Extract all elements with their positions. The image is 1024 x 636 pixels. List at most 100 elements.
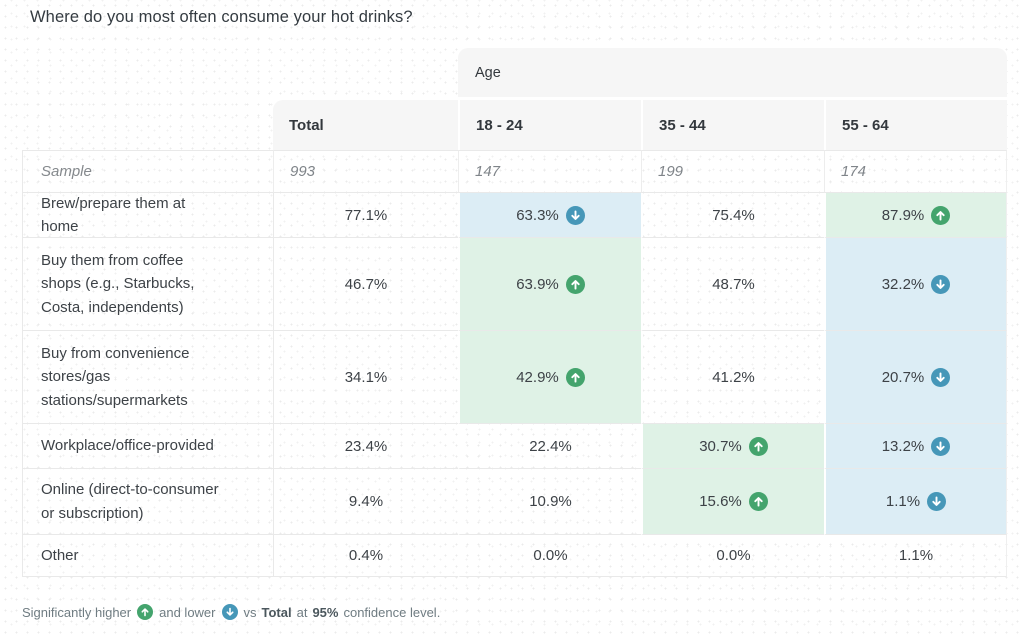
column-header-35-44: 35 - 44 <box>641 100 824 150</box>
value-text: 0.0% <box>533 547 568 564</box>
column-group-label: Age <box>475 64 501 81</box>
row-label: Buy them from coffee shops (e.g., Starbu… <box>22 238 273 331</box>
value-group: 1.1% <box>899 547 933 564</box>
value-text: 15.6% <box>699 493 742 510</box>
value-cell: 48.7% <box>641 238 824 331</box>
value-cell: 63.9% <box>458 238 641 331</box>
value-cell: 13.2% <box>824 424 1007 469</box>
value-group: 9.4% <box>349 493 383 510</box>
value-text: 23.4% <box>344 437 388 455</box>
value-cell: 1.1% <box>824 469 1007 535</box>
value-group: 46.7% <box>345 276 388 293</box>
value-group: 42.9% <box>516 367 585 387</box>
sample-value: 174 <box>824 150 1007 193</box>
value-cell: 63.3% <box>458 193 641 238</box>
value-text: 20.7% <box>881 368 925 386</box>
arrow-down-circle-icon <box>931 436 951 456</box>
arrow-up-circle-icon <box>748 492 768 511</box>
question-title: Where do you most often consume your hot… <box>30 8 413 26</box>
value-group: 22.4% <box>529 438 572 455</box>
value-group: 10.9% <box>529 493 572 510</box>
legend-text-vs: vs <box>243 604 257 620</box>
value-cell: 1.1% <box>824 535 1007 577</box>
arrow-up-circle-icon <box>565 274 585 294</box>
value-text: 77.1% <box>344 206 388 224</box>
value-cell: 9.4% <box>273 469 458 535</box>
value-cell: 15.6% <box>641 469 824 535</box>
value-text: 32.2% <box>881 275 925 293</box>
arrow-down-circle-icon <box>931 367 951 387</box>
arrow-up-circle-icon <box>931 205 951 225</box>
value-group: 48.7% <box>712 276 755 293</box>
column-header-row: Total 18 - 24 35 - 44 55 - 64 <box>22 100 1007 150</box>
value-text: 63.3% <box>516 206 559 224</box>
arrow-up-circle-icon <box>137 604 154 620</box>
sample-row: Sample 993 147 199 174 <box>22 150 1007 193</box>
value-text: 42.9% <box>516 368 559 386</box>
value-cell: 20.7% <box>824 331 1007 424</box>
value-text: 63.9% <box>516 275 559 293</box>
crosstab-table: Age Total 18 - 24 35 - 44 55 - 64 Sample 99… <box>22 48 1007 577</box>
legend-text-at: at <box>296 604 308 620</box>
value-cell: 46.7% <box>273 238 458 331</box>
value-cell: 0.0% <box>458 535 641 577</box>
value-text: 46.7% <box>344 275 388 293</box>
value-cell: 23.4% <box>273 424 458 469</box>
legend-confidence-bold: 95% <box>312 604 339 620</box>
sample-value: 147 <box>458 150 641 193</box>
value-cell: 42.9% <box>458 331 641 424</box>
value-group: 0.4% <box>349 547 383 564</box>
value-text: 22.4% <box>529 437 572 455</box>
sample-row-label: Sample <box>22 150 273 193</box>
value-text: 1.1% <box>898 547 934 564</box>
value-group: 77.1% <box>345 207 388 224</box>
value-cell: 34.1% <box>273 331 458 424</box>
legend-text-higher: Significantly higher <box>22 604 132 620</box>
column-group-header-age: Age <box>458 48 1007 97</box>
arrow-down-circle-icon <box>931 274 951 294</box>
value-cell: 0.0% <box>641 535 824 577</box>
value-cell: 87.9% <box>824 193 1007 238</box>
arrow-up-circle-icon <box>565 367 585 387</box>
value-group: 13.2% <box>881 436 951 456</box>
value-group: 63.3% <box>516 205 585 225</box>
value-text: 41.2% <box>712 368 755 386</box>
arrow-down-circle-icon <box>927 492 947 511</box>
value-text: 1.1% <box>885 493 921 510</box>
row-label: Workplace/office-provided <box>22 424 273 469</box>
sample-value: 199 <box>641 150 824 193</box>
row-label: Brew/prepare them at home <box>22 193 273 238</box>
value-group: 30.7% <box>699 436 768 456</box>
value-group: 1.1% <box>885 492 947 511</box>
value-text: 48.7% <box>712 275 755 293</box>
column-header-Total: Total <box>273 100 458 150</box>
significance-legend: Significantly higher and lower vs Total … <box>22 604 440 620</box>
value-cell: 32.2% <box>824 238 1007 331</box>
value-cell: 30.7% <box>641 424 824 469</box>
row-label: Buy from convenience stores/gas stations… <box>22 331 273 424</box>
table-row: Brew/prepare them at home 77.1% 63.3% 75.4%… <box>22 193 1007 238</box>
value-group: 0.0% <box>716 547 750 564</box>
value-group: 87.9% <box>882 205 951 225</box>
column-header-55-64: 55 - 64 <box>824 100 1007 150</box>
value-text: 0.4% <box>348 547 384 564</box>
value-group: 23.4% <box>345 438 388 455</box>
value-group: 75.4% <box>712 207 755 224</box>
sample-value: 993 <box>273 150 458 193</box>
table-row: Buy them from coffee shops (e.g., Starbu… <box>22 238 1007 331</box>
value-cell: 41.2% <box>641 331 824 424</box>
legend-text-lower: and lower <box>159 604 216 620</box>
table-row: Buy from convenience stores/gas stations… <box>22 331 1007 424</box>
value-cell: 22.4% <box>458 424 641 469</box>
legend-text-confidence: confidence level. <box>343 604 441 620</box>
arrow-down-circle-icon <box>221 604 238 620</box>
value-group: 0.0% <box>533 547 567 564</box>
value-group: 32.2% <box>881 274 951 294</box>
value-text: 13.2% <box>881 437 925 455</box>
value-text: 10.9% <box>529 493 572 510</box>
arrow-down-circle-icon <box>565 205 585 225</box>
value-group: 63.9% <box>516 274 585 294</box>
value-text: 9.4% <box>348 493 384 510</box>
row-label: Online (direct-to-consumer or subscripti… <box>22 469 273 535</box>
